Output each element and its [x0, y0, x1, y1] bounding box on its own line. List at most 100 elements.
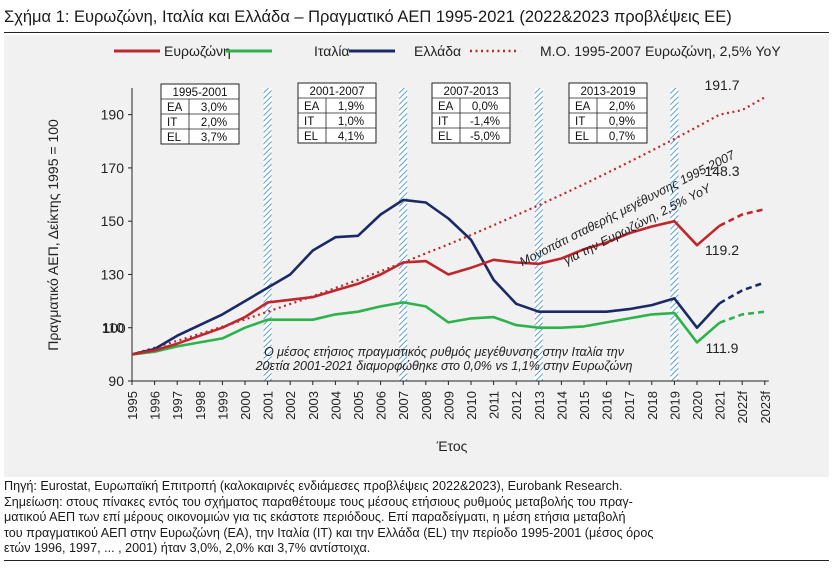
series-forecast-line — [718, 281, 766, 305]
x-tick-label: 1999 — [215, 391, 230, 420]
table-title: 2013-2019 — [581, 86, 636, 98]
y-tick-label: 90 — [108, 373, 124, 389]
x-tick-label: 2008 — [419, 391, 434, 420]
table-value: 4,1% — [338, 131, 364, 143]
note-line: του πραγματικού ΑΕΠ στην Ευρωζώνη (ΕΑ), … — [4, 525, 654, 540]
italy-annotation: 20ετία 2001-2021 διαμορφώθηκε στο 0,0% v… — [255, 359, 633, 373]
x-tick-label: 2023f — [758, 391, 773, 424]
y-tick-label: 110 — [102, 320, 125, 336]
x-tick-label: 2006 — [374, 391, 389, 420]
x-tick-label: 2007 — [396, 391, 411, 420]
y-tick-label: 170 — [101, 160, 125, 176]
table-title: 2007-2013 — [444, 86, 499, 98]
table-country: EL — [304, 131, 319, 143]
legend-label: Μ.Ο. 1995-2007 Ευρωζώνη, 2,5% YoY — [540, 43, 781, 59]
table-value: 0,7% — [609, 131, 635, 143]
note-line: ματικού ΑΕΠ των επί μέρους οικονομιών γι… — [4, 510, 626, 525]
top-rule — [4, 32, 829, 33]
table-value: -5,0% — [470, 131, 500, 143]
x-tick-label: 2022f — [735, 391, 750, 424]
period-table: 2007-2013 EA 0,0% IT -1,4% EL -5,0% — [431, 82, 511, 144]
x-tick-label: 2011 — [487, 391, 502, 419]
x-tick-label: 2003 — [306, 391, 321, 420]
series-forecast-line — [719, 207, 766, 227]
table-title: 1995-2001 — [173, 87, 228, 99]
gdp-chart: 90 110 130 150 170 190 1995 1996 1997 1998 1999 200… — [45, 43, 781, 454]
period-marker-band — [399, 88, 408, 381]
table-country: IT — [575, 116, 585, 128]
x-tick-label: 1996 — [148, 391, 163, 420]
period-marker-band — [534, 88, 543, 381]
source-note: Πηγή: Eurostat, Ευρωπαϊκή Επιτροπή (καλο… — [4, 479, 623, 493]
table-country: IT — [304, 116, 314, 128]
value-label: 100 — [102, 320, 126, 336]
y-tick-label: 130 — [101, 266, 125, 282]
table-country: IT — [167, 117, 177, 129]
x-tick-label: 2021 — [713, 391, 728, 420]
period-table: 1995-2001 EA 3,0% IT 2,0% EL 3,7% — [160, 83, 240, 145]
table-country: EA — [304, 101, 320, 113]
legend-label: Ελλάδα — [414, 43, 461, 59]
x-tick-label: 2001 — [261, 391, 276, 420]
x-tick-label: 2020 — [690, 391, 705, 420]
table-country: EL — [167, 132, 182, 144]
x-tick-label: 1997 — [170, 391, 185, 420]
period-marker-band — [670, 88, 679, 381]
x-axis-title: Έτος — [436, 438, 468, 454]
x-tick-label: 2004 — [328, 391, 343, 420]
table-country: EA — [438, 101, 454, 113]
x-tick-label: 1998 — [193, 391, 208, 420]
period-table: 2001-2007 EA 1,9% IT 1,0% EL 4,1% — [297, 82, 377, 144]
value-label: 191.7 — [704, 77, 739, 93]
x-tick-label: 2005 — [351, 391, 366, 420]
x-tick-label: 2014 — [554, 391, 569, 420]
legend-label: Ιταλία — [314, 43, 350, 59]
y-axis-title: Πραγματικό ΑΕΠ, Δείκτης 1995 = 100 — [45, 119, 61, 351]
series-line — [131, 198, 721, 356]
x-tick-label: 2019 — [667, 391, 682, 420]
x-tick-label: 2009 — [441, 391, 456, 420]
y-tick-label: 190 — [101, 107, 125, 123]
series-line — [131, 219, 721, 356]
period-table: 2013-2019 EA 2,0% IT 0,9% EL 0,7% — [568, 82, 648, 144]
x-tick-label: 2013 — [532, 391, 547, 420]
table-value: 3,0% — [201, 102, 227, 114]
series-line — [131, 301, 721, 356]
table-value: 0,9% — [609, 116, 635, 128]
chart-footer: Πηγή: Eurostat, Ευρωπαϊκή Επιτροπή (καλο… — [4, 479, 829, 557]
x-tick-label: 2015 — [577, 391, 592, 420]
period-marker-band — [263, 88, 272, 381]
table-value: 2,0% — [609, 101, 635, 113]
table-country: IT — [438, 116, 448, 128]
table-value: 2,0% — [201, 117, 227, 129]
table-value: 0,0% — [472, 101, 498, 113]
chart-title: Σχήμα 1: Ευρωζώνη, Ιταλία και Ελλάδα – Π… — [4, 8, 732, 26]
table-country: EL — [575, 131, 590, 143]
y-tick-label: 150 — [101, 213, 125, 229]
x-tick-label: 1995 — [125, 391, 140, 420]
table-country: EL — [438, 131, 453, 143]
value-label: 111.9 — [706, 340, 739, 356]
note-line: ετών 1996, 1997, ... , 2001) ήταν 3,0%, … — [4, 541, 371, 556]
table-value: 3,7% — [201, 132, 227, 144]
note-line: Σημείωση: στους πίνακες εντός του σχήματ… — [4, 494, 633, 509]
chart-area: 90 110 130 150 170 190 1995 1996 1997 1998 1999 200… — [4, 35, 829, 477]
x-tick-label: 2002 — [283, 391, 298, 420]
table-country: EA — [575, 101, 591, 113]
x-tick-label: 2012 — [509, 391, 524, 420]
x-tick-label: 2016 — [600, 391, 615, 420]
table-title: 2001-2007 — [310, 86, 365, 98]
x-tick-label: 2017 — [622, 391, 637, 420]
bottom-rule — [4, 560, 829, 561]
table-value: 1,0% — [338, 116, 364, 128]
x-tick-label: 2000 — [238, 391, 253, 420]
table-value: 1,9% — [338, 101, 364, 113]
value-label: 148.3 — [704, 163, 739, 179]
table-value: -1,4% — [470, 116, 500, 128]
table-country: EA — [167, 102, 183, 114]
x-tick-label: 2018 — [645, 391, 660, 420]
value-label: 119.2 — [705, 242, 739, 258]
legend-label: Ευρωζώνη — [164, 43, 231, 59]
x-tick-label: 2010 — [464, 391, 479, 420]
italy-annotation: Ο μέσος ετήσιος πραγματικός ρυθμός μεγέθ… — [264, 345, 625, 359]
